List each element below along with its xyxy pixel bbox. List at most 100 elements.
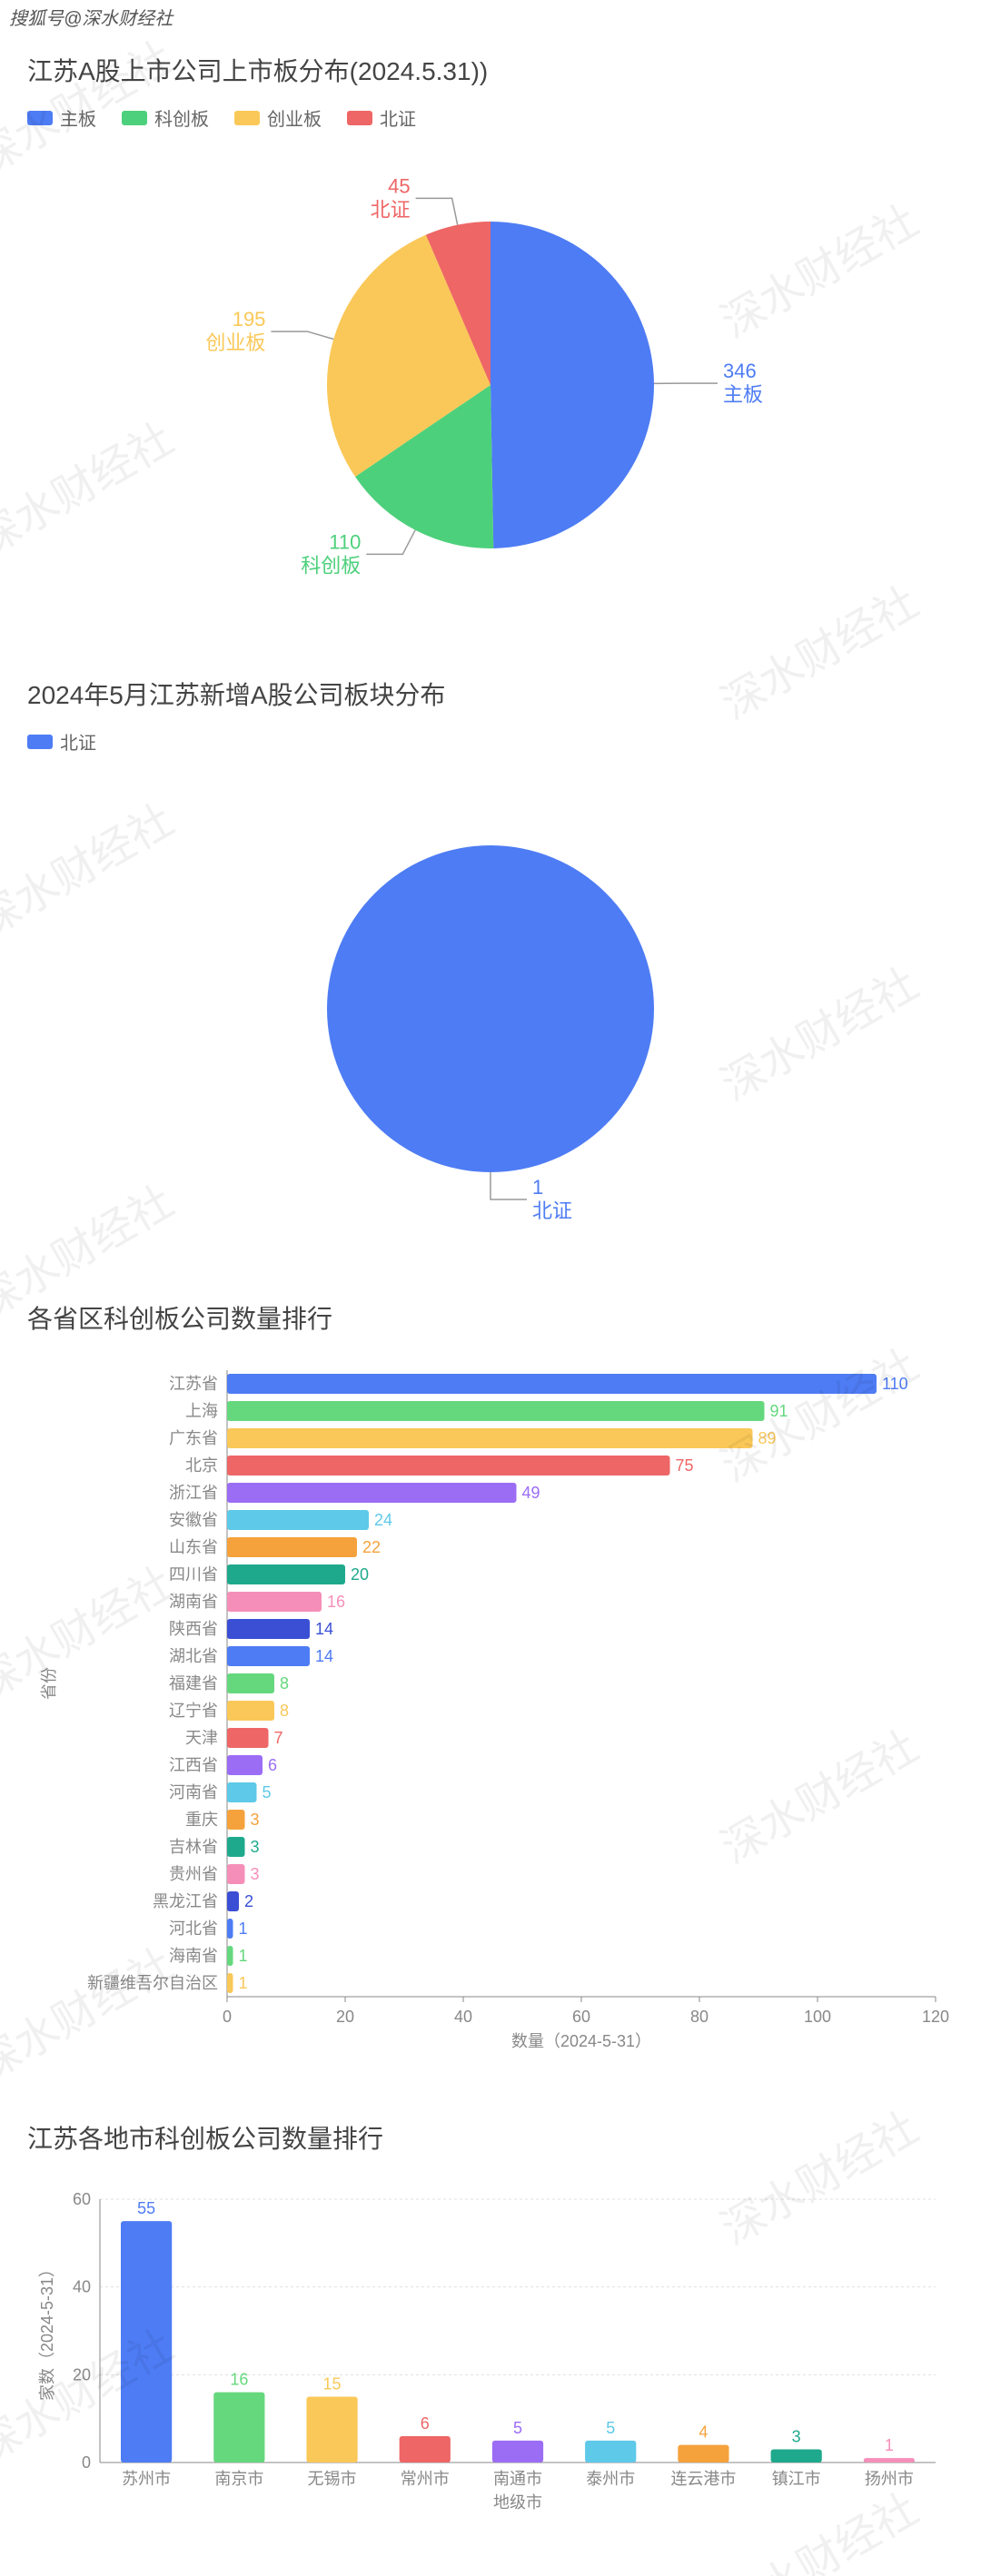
bar-category-label: 新疆维吾尔自治区 (87, 1974, 218, 1992)
pie-callout-line (271, 331, 333, 339)
bar-value-label: 3 (251, 1838, 260, 1856)
pie-callout-line (416, 198, 458, 224)
bar (227, 1619, 310, 1639)
bar (227, 1428, 753, 1448)
bar (227, 1646, 310, 1666)
bar-value-label: 16 (327, 1593, 345, 1611)
bar (227, 1592, 322, 1612)
y-axis-label: 家数（2024-5-31） (38, 2261, 56, 2401)
pie-callout-line (366, 530, 415, 555)
chart4-title: 江苏各地市科创板公司数量排行 (27, 2119, 954, 2156)
bar-value-label: 110 (882, 1375, 908, 1393)
bar-category-label: 泰州市 (586, 2470, 635, 2488)
bar-value-label: 49 (522, 1484, 540, 1502)
bar-category-label: 安徽省 (169, 1511, 218, 1529)
legend-item: 创业板 (234, 104, 322, 131)
bar-category-label: 北京 (185, 1456, 218, 1475)
bar-category-label: 天津 (185, 1729, 218, 1747)
bar-category-label: 湖北省 (169, 1647, 218, 1665)
bar (227, 1837, 245, 1857)
x-axis-label: 地级市 (493, 2493, 542, 2512)
bar (227, 1564, 345, 1584)
x-axis-label: 数量（2024-5-31） (511, 2032, 651, 2050)
pie-callout-line (490, 1172, 527, 1199)
bar-value-label: 7 (274, 1729, 283, 1747)
bar-value-label: 1 (239, 1920, 248, 1938)
bar-category-label: 广东省 (169, 1429, 218, 1447)
bar (227, 1782, 257, 1802)
bar-category-label: 苏州市 (122, 2470, 171, 2488)
x-tick-label: 40 (454, 2008, 472, 2026)
bar-value-label: 75 (676, 1456, 694, 1475)
bar-value-label: 20 (351, 1565, 369, 1584)
legend-swatch (347, 111, 372, 125)
bar-value-label: 5 (513, 2419, 522, 2437)
bar-category-label: 浙江省 (169, 1484, 218, 1502)
pie-callout-value: 45 (388, 174, 410, 197)
y-tick-label: 40 (73, 2278, 91, 2296)
bar (213, 2393, 264, 2462)
bar-category-label: 四川省 (169, 1565, 218, 1584)
bar (227, 1510, 369, 1530)
x-tick-label: 100 (804, 2008, 831, 2026)
bar-category-label: 贵州省 (169, 1865, 218, 1883)
bar (227, 1537, 357, 1557)
bar-category-label: 无锡市 (308, 2470, 357, 2488)
bar-category-label: 河南省 (169, 1783, 218, 1801)
chart2-title: 2024年5月江苏新增A股公司板块分布 (27, 676, 954, 712)
bar-value-label: 6 (268, 1756, 277, 1774)
bar-value-label: 8 (280, 1674, 289, 1693)
legend-swatch (234, 111, 260, 125)
bar-value-label: 1 (885, 2436, 894, 2454)
bar-category-label: 海南省 (169, 1947, 218, 1965)
pie-slice (490, 222, 654, 548)
x-tick-label: 120 (922, 2008, 949, 2026)
bar-value-label: 1 (239, 1947, 248, 1965)
chart3-title: 各省区科创板公司数量排行 (27, 1299, 954, 1336)
chart1-block: 江苏A股上市公司上市板分布(2024.5.31)) 主板科创板创业板北证 346… (0, 34, 981, 657)
bar-category-label: 南京市 (214, 2470, 263, 2488)
bar-category-label: 重庆 (185, 1811, 218, 1829)
bar (227, 1673, 274, 1693)
bar-category-label: 陕西省 (169, 1620, 218, 1638)
bar-value-label: 15 (323, 2375, 342, 2393)
bar-value-label: 91 (770, 1402, 788, 1420)
bar (585, 2441, 636, 2462)
pie-callout-label: 创业板 (205, 331, 265, 354)
chart1-legend: 主板科创板创业板北证 (27, 104, 954, 131)
bar-value-label: 1 (239, 1974, 248, 1992)
chart3-hbar: 020406080100120数量（2024-5-31）省份江苏省110上海91… (27, 1352, 954, 2060)
bar (227, 1973, 233, 1993)
pie-slice (327, 845, 654, 1172)
bar-category-label: 南通市 (493, 2470, 542, 2488)
legend-item: 北证 (27, 728, 96, 755)
bar (306, 2397, 357, 2463)
bar-category-label: 扬州市 (865, 2470, 914, 2488)
pie-callout-label: 科创板 (301, 554, 361, 577)
bar-category-label: 江西省 (169, 1756, 218, 1774)
bar-value-label: 14 (315, 1647, 333, 1665)
bar (771, 2450, 822, 2463)
bar-value-label: 8 (280, 1702, 289, 1720)
bar (227, 1401, 765, 1421)
bar-value-label: 2 (244, 1892, 253, 1910)
bar-value-label: 3 (792, 2428, 801, 2446)
chart3-block: 各省区科创板公司数量排行 020406080100120数量（2024-5-31… (0, 1281, 981, 2101)
bar (492, 2441, 543, 2462)
x-tick-label: 60 (572, 2008, 590, 2026)
y-tick-label: 20 (73, 2365, 91, 2384)
legend-swatch (122, 111, 147, 125)
bar (227, 1483, 517, 1503)
pie-callout-label: 北证 (532, 1199, 572, 1222)
bar-value-label: 4 (699, 2423, 708, 2442)
legend-label: 主板 (60, 104, 96, 131)
chart4-block: 江苏各地市科创板公司数量排行 0204060家数（2024-5-31）55苏州市… (0, 2101, 981, 2576)
y-axis-label: 省份 (40, 1667, 58, 1700)
bar-value-label: 6 (421, 2414, 430, 2433)
pie-callout-value: 346 (723, 360, 757, 382)
chart2-legend: 北证 (27, 728, 954, 755)
bar (227, 1946, 233, 1966)
bar (227, 1810, 245, 1830)
bar-value-label: 22 (362, 1538, 381, 1556)
legend-item: 主板 (27, 104, 96, 131)
